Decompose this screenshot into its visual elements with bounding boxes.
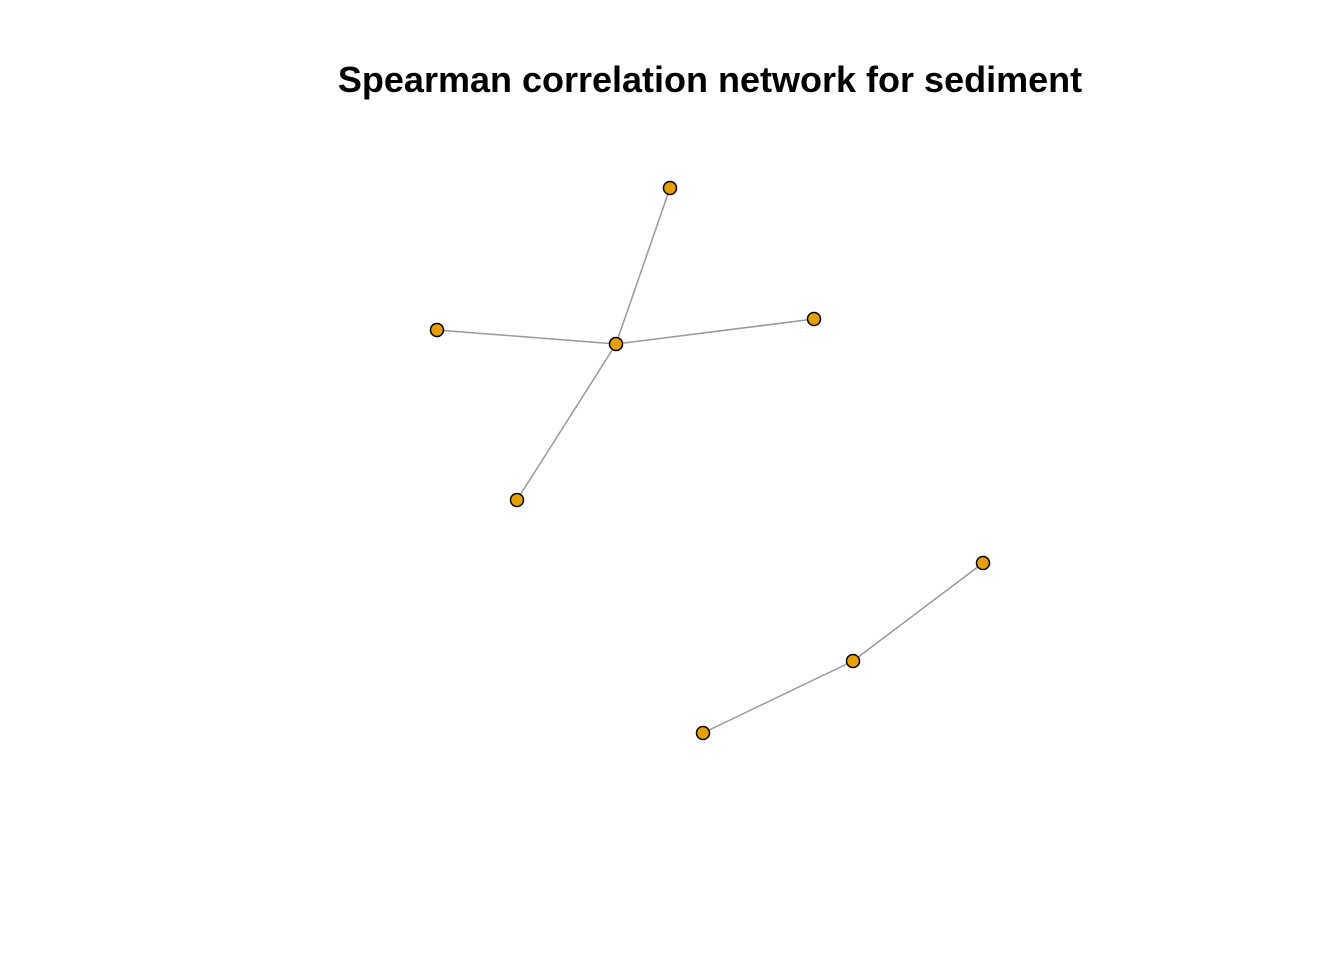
- network-node: [509, 492, 525, 508]
- network-edge: [852, 562, 984, 662]
- network-node: [662, 180, 678, 196]
- network-node: [975, 555, 991, 571]
- network-node: [695, 725, 711, 741]
- nodes-layer: [429, 180, 991, 741]
- network-edge: [615, 318, 815, 345]
- network-edge: [615, 187, 671, 345]
- network-node: [429, 322, 445, 338]
- network-edge: [516, 343, 617, 501]
- plot-title: Spearman correlation network for sedimen…: [338, 59, 1082, 100]
- edges-layer: [436, 187, 984, 734]
- network-node: [608, 336, 624, 352]
- network-edge: [436, 329, 617, 345]
- network-edge: [702, 660, 854, 734]
- network-node: [806, 311, 822, 327]
- network-node: [845, 653, 861, 669]
